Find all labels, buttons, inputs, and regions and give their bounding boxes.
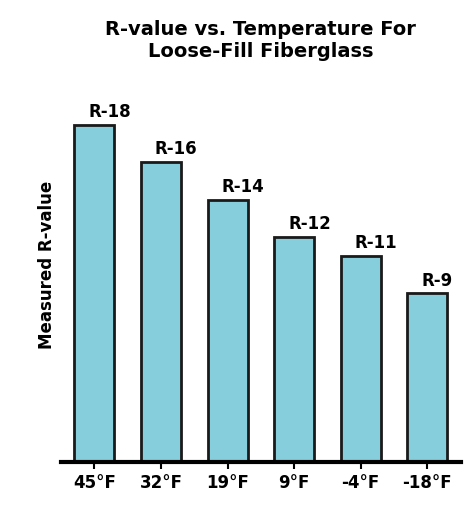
Bar <box>341 256 381 462</box>
Bar <box>274 237 314 462</box>
Text: R-12: R-12 <box>288 215 331 233</box>
Text: R-16: R-16 <box>155 140 197 158</box>
Bar <box>208 200 248 462</box>
Text: R-14: R-14 <box>221 178 264 196</box>
Bar <box>141 162 181 462</box>
Text: R-18: R-18 <box>88 103 131 121</box>
Text: R-11: R-11 <box>355 234 397 252</box>
Y-axis label: Measured R-value: Measured R-value <box>38 181 55 349</box>
Bar <box>407 293 447 462</box>
Bar <box>74 124 114 462</box>
Title: R-value vs. Temperature For
Loose-Fill Fiberglass: R-value vs. Temperature For Loose-Fill F… <box>105 20 416 61</box>
Text: R-9: R-9 <box>421 271 453 289</box>
